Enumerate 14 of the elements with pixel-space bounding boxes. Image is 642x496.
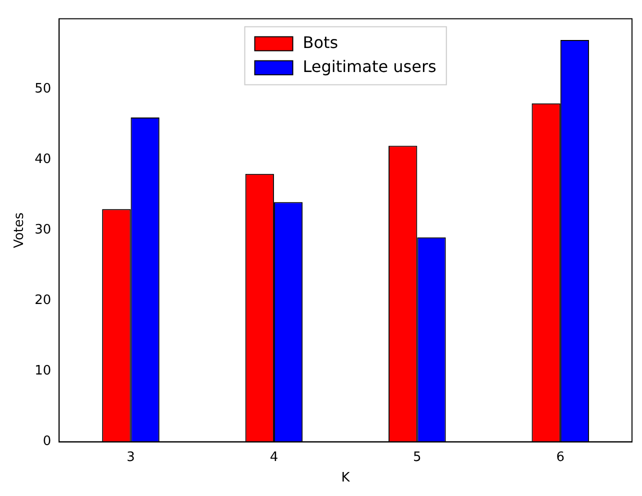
x-tick-label: 5 [413,450,422,465]
y-tick-label: 30 [34,222,52,238]
y-tick-label: 0 [42,434,52,450]
y-tick-label: 50 [34,82,52,97]
legend-label: Bots [302,32,338,52]
x-tick-label: 3 [126,450,135,465]
legend-label: Legitimate users [302,56,436,76]
y-tick-label: 40 [34,152,52,168]
x-axis-title: K [341,470,350,486]
x-tick-label: 4 [270,450,278,465]
y-tick-label: 10 [34,364,52,379]
y-axis-title: Votes [12,212,28,248]
x-tick-label: 6 [556,450,565,465]
y-tick-label: 20 [34,293,52,308]
